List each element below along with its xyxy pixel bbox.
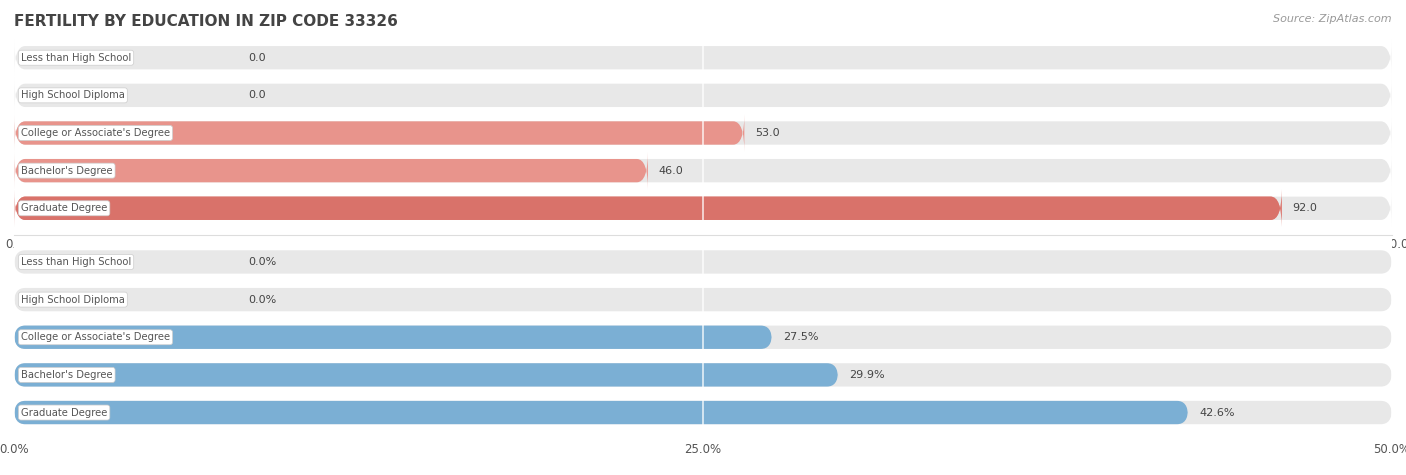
FancyBboxPatch shape — [14, 288, 1392, 311]
Text: 0.0%: 0.0% — [249, 294, 277, 304]
FancyBboxPatch shape — [14, 363, 838, 387]
Text: Less than High School: Less than High School — [21, 53, 131, 63]
FancyBboxPatch shape — [14, 401, 1392, 424]
FancyBboxPatch shape — [14, 152, 648, 189]
FancyBboxPatch shape — [14, 190, 1282, 227]
Text: 0.0: 0.0 — [249, 53, 266, 63]
FancyBboxPatch shape — [14, 401, 1188, 424]
FancyBboxPatch shape — [14, 77, 1392, 114]
Text: Bachelor's Degree: Bachelor's Degree — [21, 166, 112, 176]
FancyBboxPatch shape — [14, 190, 1282, 227]
Text: Source: ZipAtlas.com: Source: ZipAtlas.com — [1274, 14, 1392, 24]
FancyBboxPatch shape — [14, 250, 1392, 274]
Text: 42.6%: 42.6% — [1199, 408, 1234, 418]
Text: High School Diploma: High School Diploma — [21, 90, 125, 100]
Text: College or Associate's Degree: College or Associate's Degree — [21, 128, 170, 138]
Text: 27.5%: 27.5% — [783, 332, 818, 342]
Text: 53.0: 53.0 — [755, 128, 780, 138]
Text: Less than High School: Less than High School — [21, 257, 131, 267]
Text: 29.9%: 29.9% — [849, 370, 884, 380]
Text: 0.0: 0.0 — [249, 90, 266, 100]
FancyBboxPatch shape — [14, 114, 1392, 152]
FancyBboxPatch shape — [14, 114, 744, 152]
FancyBboxPatch shape — [14, 152, 1392, 189]
Text: 92.0: 92.0 — [1292, 203, 1317, 213]
Text: 46.0: 46.0 — [659, 166, 683, 176]
Text: High School Diploma: High School Diploma — [21, 294, 125, 304]
FancyBboxPatch shape — [14, 39, 1392, 76]
Text: 0.0%: 0.0% — [249, 257, 277, 267]
Text: FERTILITY BY EDUCATION IN ZIP CODE 33326: FERTILITY BY EDUCATION IN ZIP CODE 33326 — [14, 14, 398, 29]
FancyBboxPatch shape — [14, 190, 1392, 227]
Text: College or Associate's Degree: College or Associate's Degree — [21, 332, 170, 342]
Text: Graduate Degree: Graduate Degree — [21, 408, 107, 418]
FancyBboxPatch shape — [14, 325, 1392, 349]
Text: Bachelor's Degree: Bachelor's Degree — [21, 370, 112, 380]
Text: Graduate Degree: Graduate Degree — [21, 203, 107, 213]
FancyBboxPatch shape — [14, 325, 772, 349]
FancyBboxPatch shape — [14, 363, 1392, 387]
